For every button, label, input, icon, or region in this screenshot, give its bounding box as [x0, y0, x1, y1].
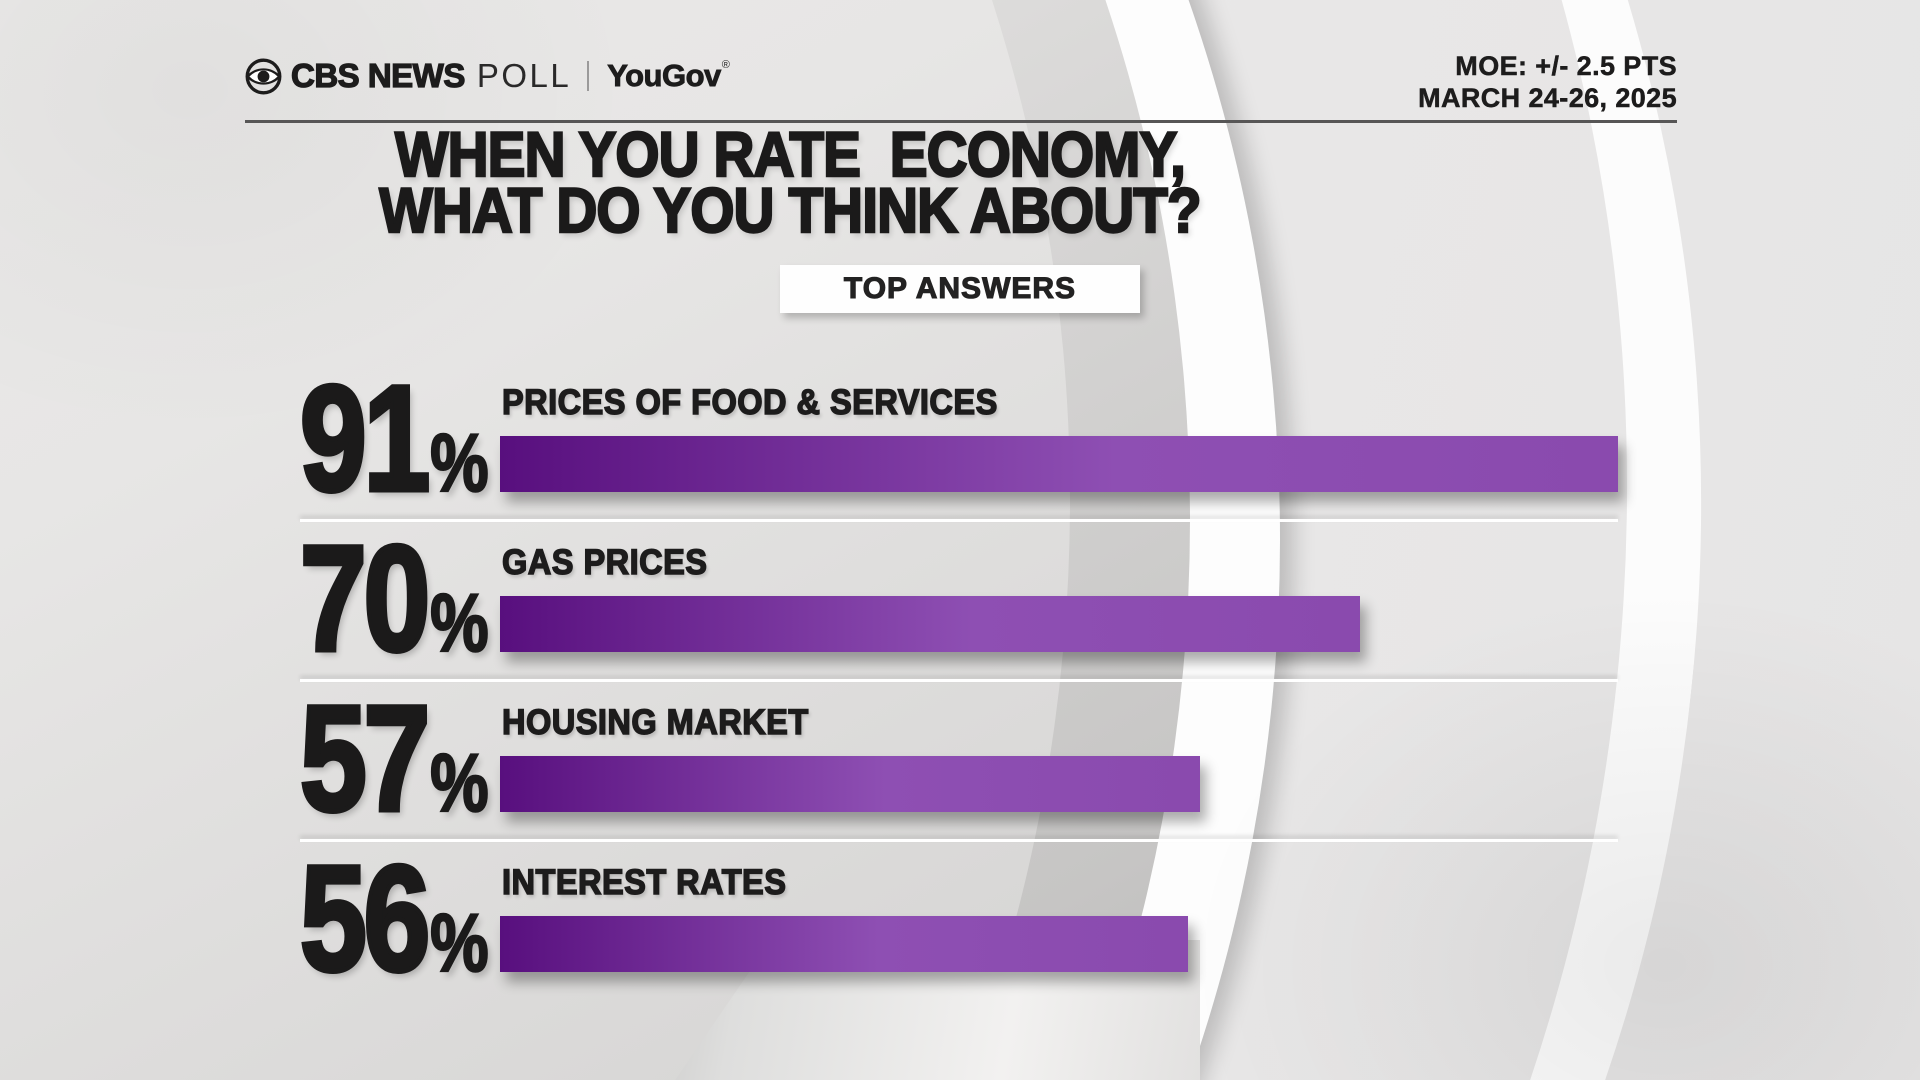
top-answers-label: TOP ANSWERS: [843, 271, 1077, 305]
bar-prices-of-food: [500, 436, 1618, 492]
yougov-wordmark: YouGov®: [607, 58, 730, 94]
poll-row-interest-rates: 56 % INTEREST RATES: [0, 840, 1920, 1023]
category-label: GAS PRICES: [501, 542, 708, 583]
poll-row-housing-market: 57 % HOUSING MARKET: [0, 680, 1920, 863]
methodology-note: MOE: +/- 2.5 PTS MARCH 24-26, 2025: [1418, 50, 1677, 114]
percent-number: 57: [298, 673, 432, 842]
poll-wordmark: POLL: [476, 57, 572, 94]
percent-value: 57 %: [298, 673, 490, 842]
chart-title-line1: WHEN YOU RATE ECONOMY,: [394, 120, 1187, 190]
field-dates: MARCH 24-26, 2025: [1418, 83, 1677, 114]
percent-number: 56: [298, 833, 432, 1002]
category-label: HOUSING MARKET: [501, 702, 809, 743]
percent-sign: %: [429, 417, 489, 509]
percent-number: 91: [298, 353, 432, 522]
percent-sign: %: [429, 897, 489, 989]
percent-value: 56 %: [298, 833, 490, 1002]
cbs-news-wordmark: CBS NEWS: [290, 56, 466, 94]
top-answers-badge: TOP ANSWERS: [780, 265, 1140, 313]
percent-sign: %: [429, 737, 489, 829]
bar-gas-prices: [500, 596, 1360, 652]
percent-value: 70 %: [298, 513, 490, 682]
bar-interest-rates: [500, 916, 1188, 972]
bar-housing-market: [500, 756, 1200, 812]
cbs-eye-icon: [245, 58, 282, 94]
cbs-news-poll-logo: CBS NEWS POLL YouGov®: [245, 54, 730, 98]
percent-number: 70: [298, 513, 432, 682]
category-label: PRICES OF FOOD & SERVICES: [501, 382, 998, 423]
poll-row-gas-prices: 70 % GAS PRICES: [0, 520, 1920, 703]
margin-of-error: MOE: +/- 2.5 PTS: [1455, 51, 1677, 82]
chart-title: WHEN YOU RATE ECONOMY, WHAT DO YOU THINK…: [223, 120, 1357, 246]
logo-divider: [587, 61, 590, 91]
percent-sign: %: [429, 577, 489, 669]
registered-trademark-symbol: ®: [721, 59, 730, 71]
poll-row-prices-of-food: 91 % PRICES OF FOOD & SERVICES: [0, 360, 1920, 543]
chart-title-line2: WHAT DO YOU THINK ABOUT?: [378, 176, 1203, 246]
category-label: INTEREST RATES: [501, 862, 787, 903]
percent-value: 91 %: [298, 353, 490, 522]
